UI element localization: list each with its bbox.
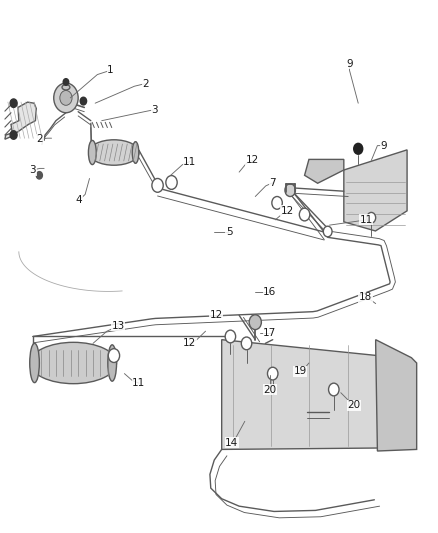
Text: 9: 9: [346, 59, 352, 69]
Text: 14: 14: [225, 438, 238, 448]
Circle shape: [353, 143, 362, 154]
Ellipse shape: [62, 85, 70, 90]
Circle shape: [249, 315, 261, 329]
Circle shape: [10, 131, 17, 139]
Circle shape: [271, 197, 282, 209]
Text: 1: 1: [107, 66, 113, 75]
Text: 12: 12: [280, 206, 293, 216]
Circle shape: [166, 175, 177, 189]
Circle shape: [366, 213, 375, 223]
Text: 7: 7: [269, 177, 276, 188]
Text: 16: 16: [262, 287, 276, 297]
Text: 12: 12: [245, 156, 258, 165]
Polygon shape: [221, 340, 410, 449]
Circle shape: [284, 184, 295, 197]
Circle shape: [322, 226, 331, 237]
Circle shape: [299, 208, 309, 221]
Text: 11: 11: [359, 215, 372, 225]
Circle shape: [80, 98, 86, 105]
Text: 18: 18: [358, 292, 371, 302]
Ellipse shape: [132, 142, 138, 163]
Circle shape: [267, 367, 277, 380]
Text: 2: 2: [142, 78, 148, 88]
Text: 5: 5: [225, 227, 232, 237]
Circle shape: [60, 91, 72, 106]
Text: 17: 17: [262, 328, 276, 338]
Polygon shape: [375, 340, 416, 451]
Ellipse shape: [108, 345, 116, 381]
Text: 12: 12: [209, 310, 222, 320]
Circle shape: [36, 172, 42, 179]
Text: 9: 9: [379, 141, 386, 151]
Circle shape: [328, 383, 338, 396]
Circle shape: [10, 99, 17, 108]
Circle shape: [225, 330, 235, 343]
Text: 3: 3: [29, 165, 36, 175]
Text: 12: 12: [183, 338, 196, 349]
Text: 4: 4: [75, 195, 82, 205]
Text: 2: 2: [36, 134, 43, 144]
Text: 11: 11: [132, 378, 145, 388]
Ellipse shape: [30, 342, 116, 384]
Circle shape: [241, 337, 251, 350]
Text: 19: 19: [293, 367, 306, 376]
Ellipse shape: [88, 140, 139, 165]
Circle shape: [152, 179, 163, 192]
Text: 20: 20: [346, 400, 360, 410]
Ellipse shape: [30, 343, 39, 383]
Text: 11: 11: [183, 157, 196, 166]
Circle shape: [63, 79, 68, 85]
Text: 3: 3: [151, 104, 158, 115]
Circle shape: [108, 349, 119, 362]
Ellipse shape: [88, 140, 96, 165]
Polygon shape: [343, 150, 406, 231]
Polygon shape: [304, 159, 343, 183]
Polygon shape: [5, 102, 36, 139]
Circle shape: [53, 83, 78, 113]
Text: 20: 20: [262, 384, 276, 394]
Text: 13: 13: [111, 321, 125, 331]
